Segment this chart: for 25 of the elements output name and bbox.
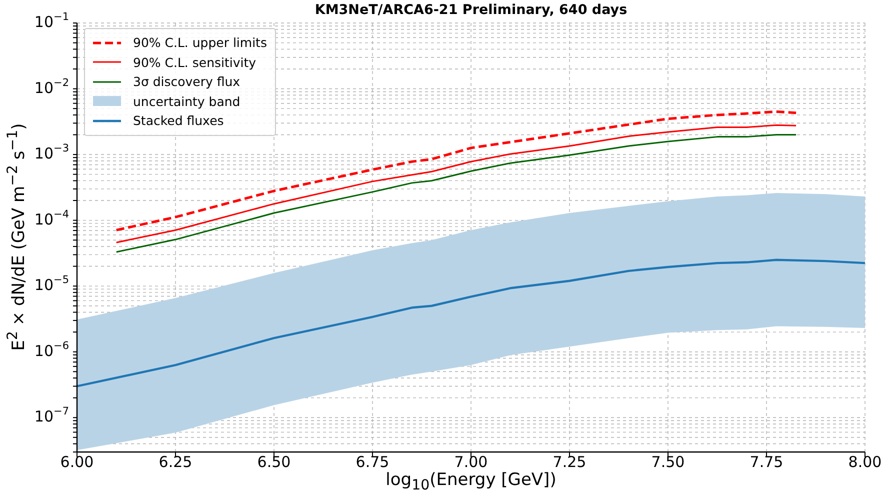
x-tick-label: 6.25 <box>158 453 192 472</box>
x-tick-label: 7.75 <box>750 453 784 472</box>
y-tick-label: 10$^{−6}$ <box>34 340 70 360</box>
x-tick-label: 7.00 <box>454 453 488 472</box>
x-tick-label: 7.50 <box>651 453 685 472</box>
line-series <box>77 258 865 388</box>
x-tick-label: 6.50 <box>257 453 291 472</box>
y-tick-label: 10$^{−7}$ <box>34 405 69 426</box>
legend-label: 90% C.L. sensitivity <box>133 54 256 70</box>
legend-label: 3σ discovery flux <box>133 74 240 90</box>
x-axis-title: log$_{10}$(Energy [GeV]) <box>384 470 558 494</box>
x-tick-label: 8.00 <box>848 453 882 472</box>
line-series <box>115 110 798 232</box>
y-tick-label: 10$^{−4}$ <box>34 208 70 228</box>
legend-label: 90% C.L. upper limits <box>133 35 267 50</box>
y-tick-label: 10$^{−5}$ <box>34 274 69 294</box>
y-tick-label: 10$^{−1}$ <box>34 10 69 32</box>
annotation: uncertainty band <box>133 94 240 109</box>
y-tick-label: 10$^{−2}$ <box>34 76 69 97</box>
x-tick-label: 7.25 <box>552 453 586 472</box>
y-tick-label: 10$^{−3}$ <box>34 142 69 163</box>
legend-label: Stacked fluxes <box>133 113 224 128</box>
chart-title: KM3NeT/ARCA6-21 Preliminary, 640 days <box>314 2 628 18</box>
x-tick-label: 6.00 <box>60 453 94 472</box>
x-tick-label: 6.75 <box>356 453 390 472</box>
